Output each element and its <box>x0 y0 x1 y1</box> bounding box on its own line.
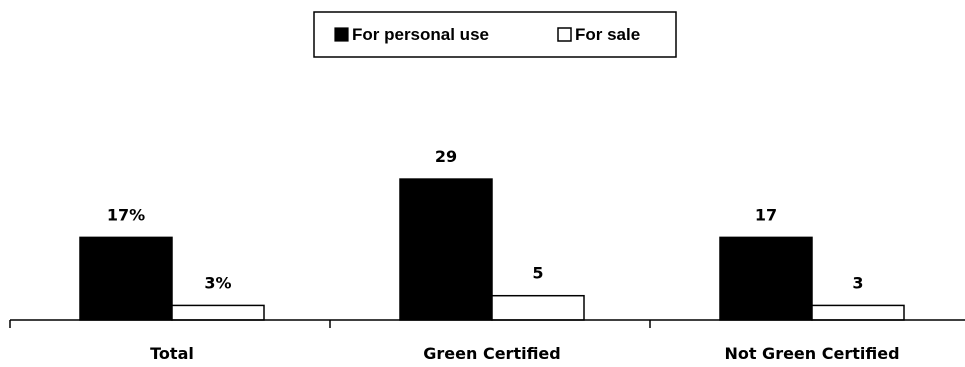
labels-group: 17% 3% Total 29 5 Green Certified 17 3 Not Green… <box>107 147 900 363</box>
bar-not-green-certified-for-personal-use <box>719 236 813 321</box>
bars-group <box>79 178 905 321</box>
bar-green-certified-for-sale <box>491 294 585 321</box>
data-label-green-certified-for-personal-use: 29 <box>435 147 457 166</box>
data-label-not-green-certified-for-sale: 3 <box>852 273 863 292</box>
category-label-green-certified: Green Certified <box>423 344 560 363</box>
category-label-total: Total <box>150 344 194 363</box>
legend: For personal use For sale <box>313 11 677 58</box>
data-label-total-for-sale: 3% <box>204 273 231 292</box>
data-label-total-for-personal-use: 17% <box>107 205 145 224</box>
bar-total-for-personal-use <box>79 236 173 321</box>
legend-swatch-personal-use <box>334 27 349 42</box>
x-axis <box>9 319 965 328</box>
bar-not-green-certified-for-sale <box>811 304 905 321</box>
legend-label-personal-use: For personal use <box>352 25 489 44</box>
category-label-not-green-certified: Not Green Certified <box>724 344 899 363</box>
legend-label-sale: For sale <box>575 25 640 44</box>
data-label-green-certified-for-sale: 5 <box>532 264 543 283</box>
legend-swatch-sale <box>557 27 572 42</box>
legend-box <box>313 11 677 58</box>
data-label-not-green-certified-for-personal-use: 17 <box>755 205 777 224</box>
bar-green-certified-for-personal-use <box>399 178 493 321</box>
bar-total-for-sale <box>171 304 265 321</box>
